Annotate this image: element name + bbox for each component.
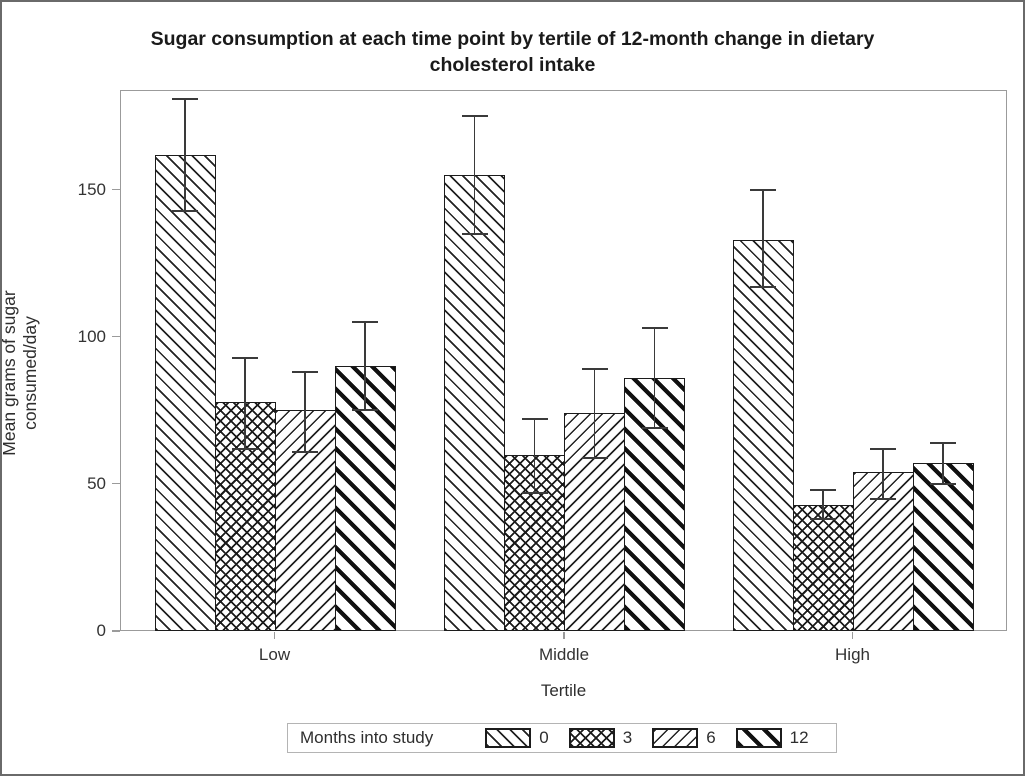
error-bar-high-month-3 bbox=[822, 489, 824, 520]
legend-swatch-forward-slash-thin-icon bbox=[652, 728, 699, 748]
error-bar-high-month-12-bottom-cap bbox=[930, 482, 956, 485]
legend-title: Months into study bbox=[300, 728, 434, 747]
error-bar-low-month-0-top-cap bbox=[172, 97, 198, 100]
legend: Months into study 0 3 6 12 bbox=[287, 723, 837, 753]
bar-high-month-3 bbox=[792, 504, 854, 631]
y-tick-label: 100 bbox=[77, 326, 106, 346]
error-bar-low-month-0-bottom-cap bbox=[172, 209, 198, 212]
error-bar-high-month-3-bottom-cap bbox=[810, 518, 836, 521]
error-bar-middle-month-12-top-cap bbox=[641, 327, 668, 330]
legend-entry-label: 6 bbox=[706, 728, 716, 747]
error-bar-low-month-12-top-cap bbox=[352, 321, 378, 324]
x-tick-mark bbox=[563, 632, 565, 639]
bar-high-month-0 bbox=[732, 239, 794, 631]
error-bar-low-month-3-top-cap bbox=[232, 356, 258, 359]
error-bar-middle-month-6 bbox=[593, 369, 596, 458]
legend-entry-month-0: 0 bbox=[485, 728, 549, 748]
y-tick-mark bbox=[112, 188, 120, 191]
error-bar-middle-month-0-bottom-cap bbox=[461, 233, 488, 236]
legend-swatch-backslash-thin-icon bbox=[485, 728, 532, 748]
error-bar-high-month-12-top-cap bbox=[930, 441, 956, 444]
error-bar-middle-month-6-bottom-cap bbox=[581, 456, 608, 459]
error-bar-low-month-12-bottom-cap bbox=[352, 409, 378, 412]
error-bar-high-month-0 bbox=[762, 189, 764, 287]
y-tick-mark bbox=[112, 482, 120, 485]
y-tick-mark bbox=[112, 630, 120, 632]
legend-entries: 0 3 6 12 bbox=[485, 728, 828, 748]
chart-title: Sugar consumption at each time point by … bbox=[150, 28, 875, 77]
legend-swatch-backslash-bold-icon bbox=[735, 728, 782, 748]
y-tick-label: 150 bbox=[77, 179, 106, 199]
error-bar-middle-month-3-bottom-cap bbox=[521, 491, 548, 494]
error-bar-low-month-3 bbox=[244, 357, 246, 449]
error-bar-high-month-12 bbox=[942, 442, 944, 484]
legend-entry-month-3: 3 bbox=[568, 728, 633, 748]
error-bar-middle-month-3 bbox=[533, 419, 536, 493]
x-tick-mark bbox=[273, 632, 275, 639]
x-tick-mark bbox=[851, 632, 853, 639]
legend-entry-label: 3 bbox=[622, 728, 633, 747]
error-bar-middle-month-0 bbox=[473, 116, 476, 235]
y-tick-label: 0 bbox=[96, 621, 106, 640]
error-bar-low-month-12 bbox=[364, 322, 366, 411]
bar-low-month-6 bbox=[274, 410, 336, 631]
error-bar-high-month-6-bottom-cap bbox=[870, 497, 896, 500]
error-bar-middle-month-12-bottom-cap bbox=[641, 427, 668, 430]
error-bar-high-month-3-top-cap bbox=[810, 488, 836, 491]
error-bar-middle-month-0-top-cap bbox=[461, 115, 488, 118]
error-bar-low-month-0 bbox=[184, 98, 186, 211]
bar-middle-month-0 bbox=[444, 175, 505, 631]
legend-entry-month-12: 12 bbox=[735, 728, 809, 748]
error-bar-high-month-6 bbox=[882, 448, 884, 499]
y-axis-title: Mean grams of sugar consumed/day bbox=[0, 290, 40, 456]
error-bar-low-month-6-bottom-cap bbox=[292, 450, 318, 453]
x-tick-label: High bbox=[835, 645, 870, 664]
error-bar-high-month-0-top-cap bbox=[750, 188, 776, 191]
legend-entry-label: 12 bbox=[789, 728, 809, 747]
error-bar-middle-month-3-top-cap bbox=[521, 418, 548, 421]
legend-swatch-crosshatch-icon bbox=[568, 728, 615, 748]
error-bar-high-month-6-top-cap bbox=[870, 447, 896, 450]
error-bar-middle-month-12 bbox=[653, 328, 656, 429]
error-bar-low-month-6 bbox=[304, 372, 306, 452]
error-bar-high-month-0-bottom-cap bbox=[750, 285, 776, 288]
bar-high-month-12 bbox=[912, 463, 974, 631]
x-axis-title: Tertile bbox=[540, 681, 587, 700]
bar-low-month-0 bbox=[154, 154, 216, 631]
y-tick-label: 50 bbox=[87, 473, 106, 493]
x-tick-label: Low bbox=[258, 645, 291, 664]
error-bar-low-month-3-bottom-cap bbox=[232, 447, 258, 450]
y-tick-mark bbox=[112, 335, 120, 338]
legend-entry-month-6: 6 bbox=[652, 728, 716, 748]
error-bar-middle-month-6-top-cap bbox=[581, 368, 608, 371]
x-tick-label: Middle bbox=[538, 645, 590, 664]
error-bar-low-month-6-top-cap bbox=[292, 371, 318, 374]
legend-entry-label: 0 bbox=[539, 728, 549, 747]
